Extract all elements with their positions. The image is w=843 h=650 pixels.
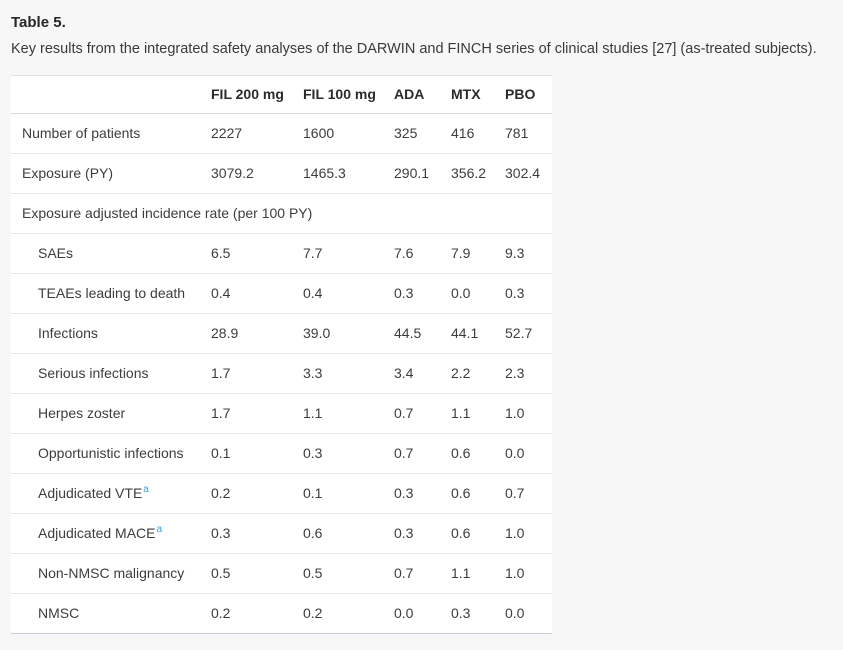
value-cell: 0.7 [394,553,451,594]
row-label: Adjudicated MACEa [11,513,211,554]
value-cell: 290.1 [394,153,451,194]
row-label: Serious infections [11,353,211,394]
value-cell: 0.3 [211,513,303,554]
value-cell: 7.9 [451,233,505,274]
table-row: Serious infections 1.7 3.3 3.4 2.2 2.3 [11,353,552,394]
value-cell: 2.3 [505,353,552,394]
value-cell: 416 [451,125,475,141]
value-cell: 0.0 [505,433,552,474]
value-cell: 0.6 [451,513,505,554]
column-header-empty [11,75,211,114]
table-row: Adjudicated VTEa 0.2 0.1 0.3 0.6 0.7 [11,473,552,514]
value-cell: 0.6 [303,513,394,554]
table-row: Exposure (PY) 3079.2 1465.3 290.1 356.2 302.4 [11,153,552,194]
column-header-pbo: PBO [505,75,552,114]
value-cell: 28.9 [211,313,303,354]
value-cell: 1.0 [505,393,552,434]
table-row: Non-NMSC malignancy 0.5 0.5 0.7 1.1 1.0 [11,553,552,594]
section-header-row: Exposure adjusted incidence rate (per 10… [11,193,552,234]
value-cell: 1.7 [211,393,303,434]
row-label: NMSC [11,593,211,634]
value-cell: 1.1 [451,393,505,434]
row-label: Non-NMSC malignancy [11,553,211,594]
value-cell: 7.7 [303,233,394,274]
table-caption: Key results from the integrated safety a… [11,41,817,57]
value-cell: 0.0 [394,593,451,634]
value-cell: 2227 [211,125,243,141]
value-cell: 6.5 [211,233,303,274]
value-cell: 0.5 [211,553,303,594]
value-cell: 0.0 [451,273,505,314]
value-cell: 0.2 [211,473,303,514]
column-header-fil100: FIL 100 mg [303,75,394,114]
value-cell: 1.1 [303,393,394,434]
value-cell: 0.7 [394,433,451,474]
column-header-fil200: FIL 200 mg [211,75,303,114]
row-label: Adjudicated VTEa [11,473,211,514]
table-row: Number of patients 2227 1600 325 416 781 [11,114,552,154]
value-cell: 7.6 [394,233,451,274]
table-row: TEAEs leading to death 0.4 0.4 0.3 0.0 0.3 [11,273,552,314]
value-cell: 52.7 [505,313,552,354]
row-label: SAEs [11,233,211,274]
value-cell: 0.6 [451,473,505,514]
article-table-section: Table 5. Key results from the integrated… [11,14,817,634]
value-cell: 0.3 [451,593,505,634]
value-cell: 781 [505,125,529,141]
value-cell: 2.2 [451,353,505,394]
section-label: Exposure adjusted incidence rate (per 10… [11,193,552,234]
value-cell: 0.2 [211,593,303,634]
value-cell: 1.7 [211,353,303,394]
column-header-mtx: MTX [451,75,505,114]
value-cell: 0.5 [303,553,394,594]
safety-results-table: FIL 200 mg FIL 100 mg ADA MTX PBO Number… [11,75,552,634]
value-cell: 44.1 [451,313,505,354]
footnote-marker-a[interactable]: a [156,524,163,536]
value-cell: 0.7 [394,393,451,434]
value-cell: 0.6 [451,433,505,474]
value-cell: 3.3 [303,353,394,394]
value-cell: 0.3 [303,433,394,474]
table-header-row: FIL 200 mg FIL 100 mg ADA MTX PBO [11,75,552,114]
value-cell: 0.7 [505,473,552,514]
row-label: Exposure (PY) [11,153,211,194]
value-cell: 302.4 [505,153,552,194]
column-header-ada: ADA [394,75,451,114]
value-cell: 39.0 [303,313,394,354]
footnote-marker-a[interactable]: a [143,484,149,496]
value-cell: 0.3 [505,273,552,314]
value-cell: 3.4 [394,353,451,394]
row-label: TEAEs leading to death [11,273,211,314]
value-cell: 356.2 [451,153,505,194]
table-row: Infections 28.9 39.0 44.5 44.1 52.7 [11,313,552,354]
value-cell: 9.3 [505,233,552,274]
value-cell: 0.3 [394,273,451,314]
value-cell: 1.0 [505,553,552,594]
row-label: Number of patients [22,125,141,141]
value-cell: 1465.3 [303,153,394,194]
value-cell: 0.3 [394,513,451,554]
value-cell: 3079.2 [211,153,303,194]
row-label: Infections [11,313,211,354]
value-cell: 0.1 [303,473,394,514]
value-cell: 325 [394,125,418,141]
value-cell: 0.3 [394,473,451,514]
value-cell: 0.4 [303,273,394,314]
table-row: SAEs 6.5 7.7 7.6 7.9 9.3 [11,233,552,274]
value-cell: 0.4 [211,273,303,314]
value-cell: 0.0 [505,593,552,634]
table-row: Herpes zoster 1.7 1.1 0.7 1.1 1.0 [11,393,552,434]
value-cell: 0.1 [211,433,303,474]
table-row: NMSC 0.2 0.2 0.0 0.3 0.0 [11,593,552,634]
value-cell: 0.2 [303,593,394,634]
value-cell: 1.0 [505,513,552,554]
row-label: Herpes zoster [11,393,211,434]
table-title: Table 5. [11,14,66,31]
value-cell: 1600 [303,125,335,141]
value-cell: 1.1 [451,553,505,594]
table-row: Adjudicated MACEa 0.3 0.6 0.3 0.6 1.0 [11,513,552,554]
table-row: Opportunistic infections 0.1 0.3 0.7 0.6 0.0 [11,433,552,474]
value-cell: 44.5 [394,313,451,354]
row-label: Opportunistic infections [11,433,211,474]
